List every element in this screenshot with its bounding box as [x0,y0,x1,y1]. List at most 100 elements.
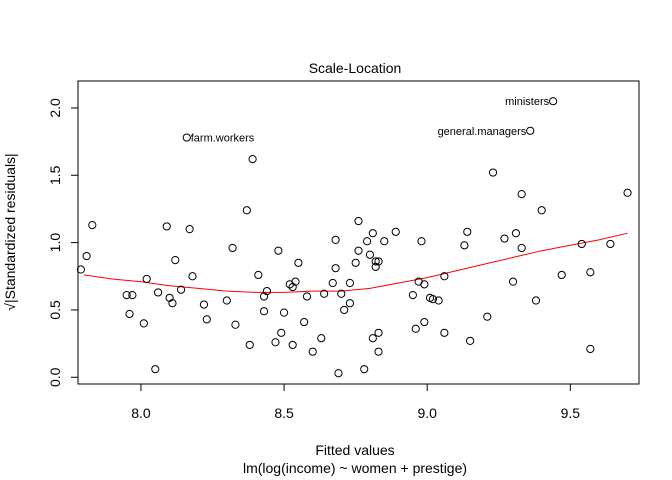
data-point [586,268,595,277]
data-points [76,97,632,378]
data-point [488,168,498,177]
chart-subtitle: lm(log(income) ~ women + prestige) [243,460,467,476]
data-point [345,299,355,308]
data-point [128,291,137,300]
data-point [374,347,383,356]
data-point [308,347,317,356]
data-point [125,309,134,319]
data-point [171,256,180,265]
data-point [440,272,449,281]
data-point [168,299,177,308]
smooth-line [83,232,628,293]
data-point [354,216,363,226]
data-point [517,243,526,253]
data-point [354,246,363,255]
data-point [317,334,326,343]
data-point [248,155,257,164]
data-point [328,278,337,288]
data-point [231,320,240,329]
data-point [288,340,297,350]
data-point [222,296,231,305]
data-point [176,285,186,294]
data-point [277,328,286,337]
data-point [262,286,272,296]
data-point [537,206,546,215]
data-point [531,296,541,305]
data-point [185,225,194,234]
data-point [162,222,171,231]
data-point [374,257,383,266]
data-point [557,270,566,280]
data-point [362,237,372,246]
y-axis: 0.0 0.5 1.0 1.5 2.0 [47,98,78,387]
data-point [259,307,269,316]
x-axis: 8.0 8.5 9.0 9.5 [131,384,580,421]
data-point [242,206,251,215]
data-point [606,239,615,249]
data-point [300,317,309,327]
plot-frame [77,80,640,385]
data-point [82,251,91,261]
data-point [279,308,289,317]
data-point [142,274,151,284]
data-point [408,291,417,300]
data-point [466,336,475,346]
data-point [460,241,469,250]
data-point [517,190,526,199]
data-point [188,272,197,281]
point-label: farm.workers [191,133,255,145]
point-labels: farm.workers general.managers ministers [191,96,550,144]
data-point [586,344,595,354]
data-point [463,227,472,236]
data-point [340,305,349,315]
data-point [182,133,191,142]
data-point [360,365,369,374]
data-point [420,280,429,289]
data-point [417,237,426,246]
data-point [337,289,346,298]
data-point [199,300,209,309]
y-tick-label: 0.0 [47,367,63,387]
data-point [623,188,632,197]
data-point [428,295,438,304]
y-tick-label: 1.0 [47,233,63,253]
data-point [271,338,280,347]
data-point [365,250,375,259]
data-point [139,319,148,328]
data-point [526,126,535,135]
data-point [302,292,312,301]
data-point [440,328,449,337]
data-point [245,340,254,350]
data-point [331,264,340,273]
data-point [228,243,237,253]
data-point [76,265,85,274]
data-point [500,234,509,243]
data-point [334,369,343,378]
data-point [331,235,340,245]
data-point [511,229,521,238]
data-point [420,317,429,327]
data-point [351,258,360,267]
data-point [345,278,355,288]
y-tick-label: 0.5 [47,300,63,320]
data-point [294,258,303,267]
chart-title: Scale-Location [309,60,402,76]
y-tick-label: 1.5 [47,165,63,185]
data-point [320,289,329,298]
point-label: ministers [505,96,550,108]
data-point [368,229,377,238]
data-point [434,296,443,305]
point-label: general.managers [438,126,527,138]
data-point [374,328,383,337]
data-point [88,220,97,230]
data-point [380,237,389,246]
data-point [274,246,283,255]
data-point [549,97,558,106]
data-point [577,239,586,249]
x-axis-label: Fitted values [315,442,394,458]
x-tick-label: 9.5 [561,405,581,421]
x-tick-label: 8.0 [131,405,151,421]
data-point [122,291,131,300]
x-tick-label: 8.5 [274,405,294,421]
